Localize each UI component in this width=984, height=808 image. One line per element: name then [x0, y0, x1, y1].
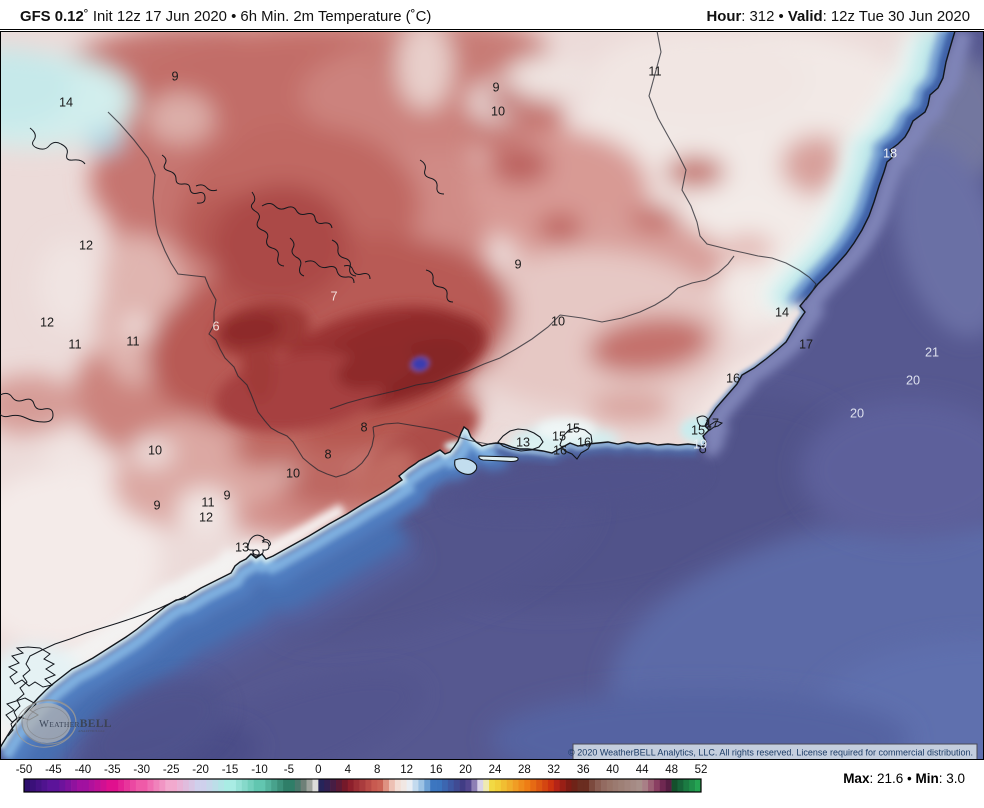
svg-text:6: 6	[212, 319, 219, 333]
svg-text:10: 10	[286, 466, 300, 480]
svg-text:17: 17	[799, 337, 813, 351]
svg-text:16: 16	[577, 435, 591, 449]
svg-text:16: 16	[726, 371, 740, 385]
svg-text:20: 20	[850, 406, 864, 420]
svg-text:12: 12	[199, 510, 213, 524]
svg-text:9: 9	[514, 257, 521, 271]
svg-text:WEATHERBELL: WEATHERBELL	[39, 718, 112, 730]
svg-text:9: 9	[223, 488, 230, 502]
svg-text:13: 13	[516, 435, 530, 449]
svg-text:11: 11	[648, 64, 661, 78]
svg-text:8: 8	[324, 447, 331, 461]
svg-text:21: 21	[925, 345, 939, 359]
svg-text:15: 15	[552, 429, 566, 443]
svg-text:11: 11	[201, 495, 214, 509]
svg-text:ANALYTICS LLC: ANALYTICS LLC	[78, 729, 106, 733]
svg-text:17: 17	[705, 416, 719, 430]
svg-text:13: 13	[235, 540, 249, 554]
svg-text:© 2020 WeatherBELL Analytics,: © 2020 WeatherBELL Analytics, LLC. All r…	[568, 748, 973, 758]
svg-text:14: 14	[59, 95, 73, 109]
svg-text:20: 20	[906, 373, 920, 387]
svg-text:14: 14	[775, 305, 789, 319]
svg-text:11: 11	[68, 337, 81, 351]
svg-text:9: 9	[171, 69, 178, 83]
svg-text:9: 9	[153, 498, 160, 512]
svg-text:9: 9	[492, 80, 499, 94]
svg-text:10: 10	[491, 104, 505, 118]
svg-text:7: 7	[330, 289, 337, 303]
svg-text:10: 10	[551, 314, 565, 328]
svg-text:10: 10	[148, 443, 162, 457]
svg-text:12: 12	[79, 238, 93, 252]
svg-text:8: 8	[360, 420, 367, 434]
svg-text:19: 19	[693, 437, 707, 451]
svg-text:12: 12	[40, 315, 54, 329]
svg-text:15: 15	[566, 421, 580, 435]
svg-text:15: 15	[691, 423, 705, 437]
svg-text:11: 11	[126, 334, 139, 348]
svg-text:16: 16	[553, 443, 567, 457]
svg-text:18: 18	[883, 146, 897, 160]
